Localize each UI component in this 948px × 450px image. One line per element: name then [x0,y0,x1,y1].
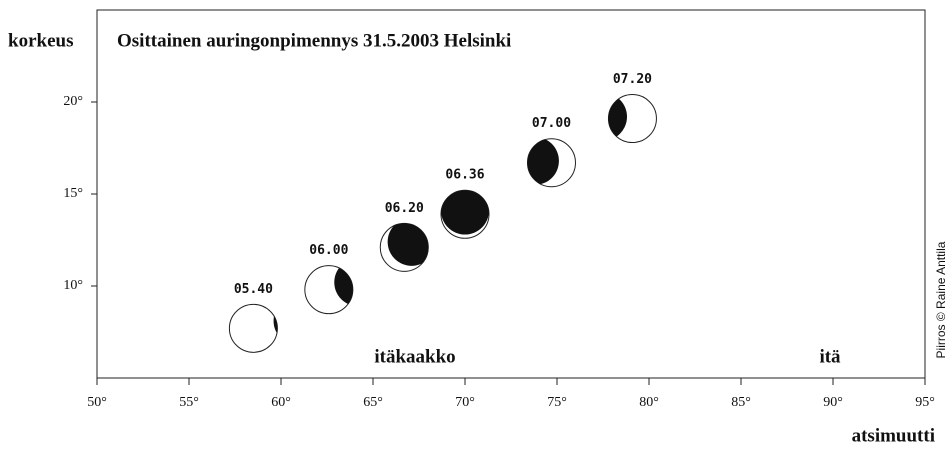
moon-shadow [511,137,559,185]
y-tick-label: 20° [63,94,83,109]
point-label: 06.00 [309,243,348,258]
x-tick-label: 50° [87,395,107,410]
annotation: itäkaakko [374,346,455,367]
x-tick-label: 60° [271,395,291,410]
point-label: 06.20 [385,201,424,216]
moon-shadow [579,93,627,141]
x-tick-label: 85° [731,395,751,410]
chart: Osittainen auringonpimennys 31.5.2003 He… [0,0,948,450]
point-label: 07.20 [613,72,652,87]
y-axis-label: korkeus [8,30,73,51]
point-label: 06.36 [445,168,484,183]
x-tick-label: 80° [639,395,659,410]
moon-shadow [441,187,489,235]
x-tick-label: 90° [823,395,843,410]
x-tick-label: 65° [363,395,383,410]
chart-title: Osittainen auringonpimennys 31.5.2003 He… [117,30,511,51]
credit: Piirros © Raine Anttila [934,241,948,358]
x-axis-label: atsimuutti [852,425,935,446]
plot-frame [97,10,925,378]
y-tick-label: 10° [63,278,83,293]
point-label: 07.00 [532,116,571,131]
annotation: itä [819,346,841,367]
x-tick-label: 75° [547,395,567,410]
x-tick-label: 55° [179,395,199,410]
y-tick-label: 15° [63,186,83,201]
point-label: 05.40 [234,282,273,297]
sun-disk [229,304,277,352]
x-tick-label: 70° [455,395,475,410]
x-tick-label: 95° [915,395,935,410]
moon-shadow [334,258,382,306]
